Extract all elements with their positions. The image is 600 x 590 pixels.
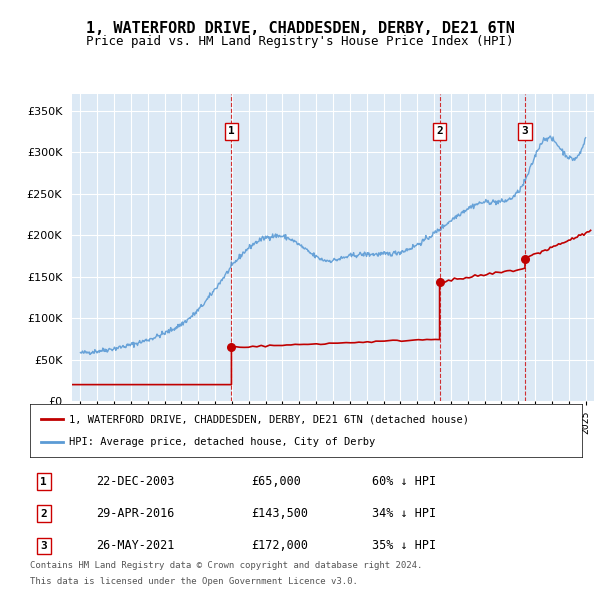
Text: 1: 1	[40, 477, 47, 487]
Text: 1, WATERFORD DRIVE, CHADDESDEN, DERBY, DE21 6TN (detached house): 1, WATERFORD DRIVE, CHADDESDEN, DERBY, D…	[68, 414, 469, 424]
Text: This data is licensed under the Open Government Licence v3.0.: This data is licensed under the Open Gov…	[30, 578, 358, 586]
Text: 3: 3	[40, 541, 47, 551]
Point	[227, 343, 236, 352]
Text: 29-APR-2016: 29-APR-2016	[96, 507, 175, 520]
Text: HPI: Average price, detached house, City of Derby: HPI: Average price, detached house, City…	[68, 437, 375, 447]
Text: 2: 2	[40, 509, 47, 519]
Text: 22-DEC-2003: 22-DEC-2003	[96, 475, 175, 488]
Text: 1, WATERFORD DRIVE, CHADDESDEN, DERBY, DE21 6TN: 1, WATERFORD DRIVE, CHADDESDEN, DERBY, D…	[86, 21, 514, 35]
Text: 34% ↓ HPI: 34% ↓ HPI	[372, 507, 436, 520]
Text: 26-MAY-2021: 26-MAY-2021	[96, 539, 175, 552]
Text: 1: 1	[228, 126, 235, 136]
Text: £172,000: £172,000	[251, 539, 308, 552]
Text: Contains HM Land Registry data © Crown copyright and database right 2024.: Contains HM Land Registry data © Crown c…	[30, 561, 422, 570]
Text: 35% ↓ HPI: 35% ↓ HPI	[372, 539, 436, 552]
Text: £143,500: £143,500	[251, 507, 308, 520]
Text: 2: 2	[436, 126, 443, 136]
Text: 60% ↓ HPI: 60% ↓ HPI	[372, 475, 436, 488]
Point	[435, 277, 445, 287]
Text: 3: 3	[521, 126, 529, 136]
Point	[520, 254, 530, 263]
Text: £65,000: £65,000	[251, 475, 301, 488]
Text: Price paid vs. HM Land Registry's House Price Index (HPI): Price paid vs. HM Land Registry's House …	[86, 35, 514, 48]
